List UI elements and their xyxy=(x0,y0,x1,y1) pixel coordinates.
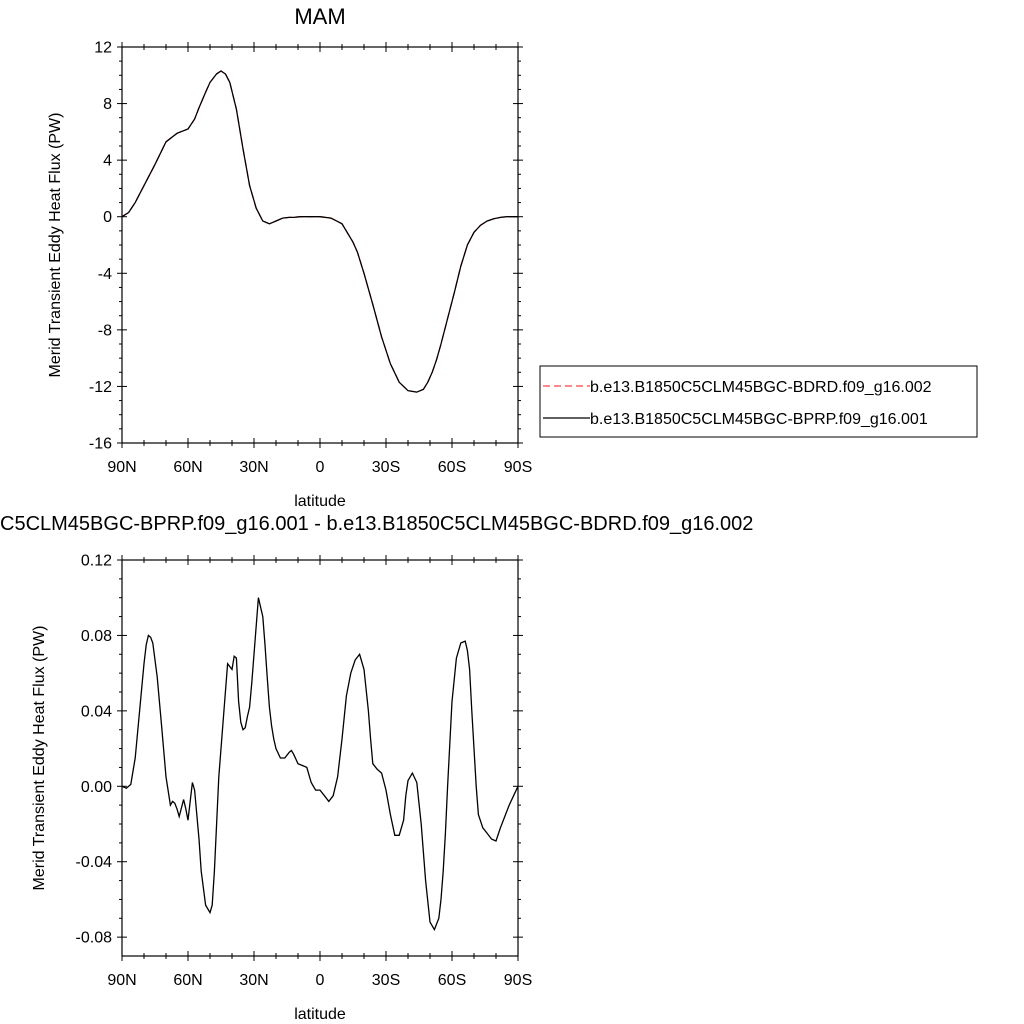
top-xtick-label: 60N xyxy=(173,459,202,476)
top-ytick-label: 8 xyxy=(103,96,112,113)
bottom-ytick-label: 0.08 xyxy=(81,628,112,645)
bottom-xtick-label: 90S xyxy=(504,972,532,989)
bottom-ytick-label: -0.08 xyxy=(76,930,113,947)
bottom-chart-title: b.e13.B1850C5CLM45BGC-BPRP.f09_g16.001 -… xyxy=(0,513,753,535)
bottom-plot-lines xyxy=(121,597,519,932)
bottom-series-line-0 xyxy=(121,597,519,932)
top-xtick-label: 90N xyxy=(107,459,136,476)
top-ytick-label: 4 xyxy=(103,153,112,170)
legend-box xyxy=(539,365,978,438)
bottom-x-axis-label: latitude xyxy=(294,1006,346,1023)
top-xtick-label: 90S xyxy=(504,459,532,476)
top-xtick-label: 30S xyxy=(372,459,400,476)
top-series-line-0 xyxy=(121,70,518,393)
top-y-axis-label: Merid Transient Eddy Heat Flux (PW) xyxy=(47,113,64,378)
top-ytick-label: 12 xyxy=(94,40,112,57)
top-ytick-label: -12 xyxy=(89,379,112,396)
bottom-ytick-label: 0.12 xyxy=(81,553,112,570)
top-axis-ticks xyxy=(117,42,523,448)
bottom-xtick-label: 60S xyxy=(438,972,466,989)
top-series-line-1 xyxy=(121,70,518,393)
top-chart-title: MAM xyxy=(294,4,345,29)
panel-bottom: b.e13.B1850C5CLM45BGC-BPRP.f09_g16.001 -… xyxy=(0,513,753,1023)
top-xtick-label: 30N xyxy=(239,459,268,476)
bottom-y-axis-label: Merid Transient Eddy Heat Flux (PW) xyxy=(31,626,48,891)
top-xtick-label: 60S xyxy=(438,459,466,476)
top-x-axis-label: latitude xyxy=(294,493,346,510)
top-x-tick-labels: 90N 60N 30N 0 30S 60S 90S xyxy=(107,459,532,476)
bottom-plot-frame xyxy=(121,559,519,957)
bottom-xtick-label: 30S xyxy=(372,972,400,989)
top-plot-frame xyxy=(121,46,519,444)
bottom-ytick-label: 0.00 xyxy=(81,779,112,796)
bottom-ytick-label: -0.04 xyxy=(76,854,113,871)
top-y-tick-labels: 12 8 4 0 -4 -8 -12 -16 xyxy=(89,40,112,453)
top-legend: b.e13.B1850C5CLM45BGC-BDRD.f09_g16.002 b… xyxy=(539,365,978,438)
bottom-xtick-label: 0 xyxy=(316,972,325,989)
top-plot-lines xyxy=(121,70,518,393)
top-xtick-label: 0 xyxy=(316,459,325,476)
bottom-ytick-label: 0.04 xyxy=(81,703,112,720)
bottom-x-tick-labels: 90N 60N 30N 0 30S 60S 90S xyxy=(107,972,532,989)
top-ytick-label: -4 xyxy=(98,266,112,283)
top-ytick-label: -16 xyxy=(89,436,112,453)
top-ytick-label: -8 xyxy=(98,322,112,339)
legend-label-bdrd: b.e13.B1850C5CLM45BGC-BDRD.f09_g16.002 xyxy=(590,379,932,396)
bottom-xtick-label: 90N xyxy=(107,972,136,989)
bottom-xtick-label: 30N xyxy=(239,972,268,989)
bottom-xtick-label: 60N xyxy=(173,972,202,989)
bottom-y-tick-labels: 0.12 0.08 0.04 0.00 -0.04 -0.08 xyxy=(76,553,113,947)
top-ytick-label: 0 xyxy=(103,209,112,226)
legend-label-bprp: b.e13.B1850C5CLM45BGC-BPRP.f09_g16.001 xyxy=(590,411,928,428)
bottom-axis-ticks xyxy=(117,555,523,961)
